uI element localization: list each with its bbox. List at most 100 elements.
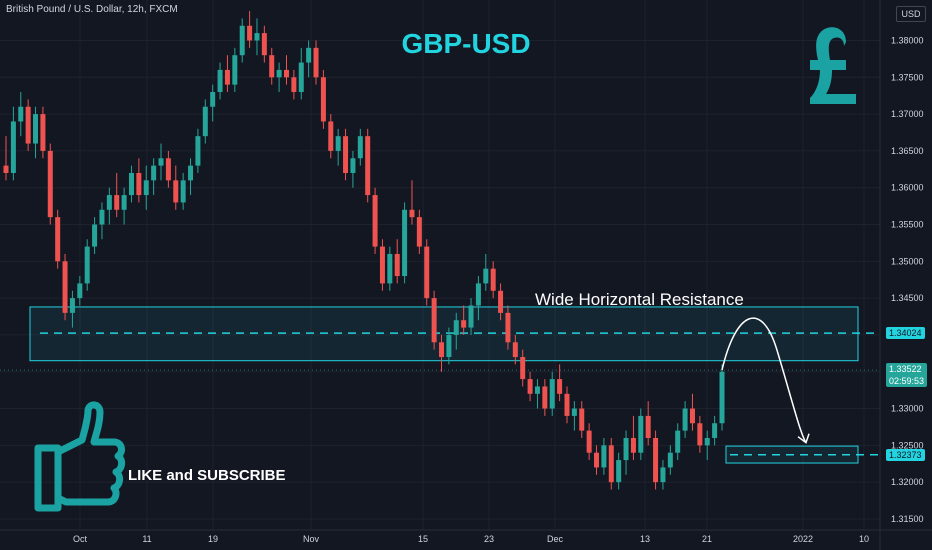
candle-body	[335, 136, 341, 151]
candle-body	[498, 290, 504, 313]
candle-body	[534, 386, 540, 394]
candle-body	[638, 415, 644, 453]
x-tick-label: 10	[859, 534, 869, 544]
candle-body	[276, 69, 282, 78]
candle-body	[306, 47, 312, 63]
candle-body	[84, 246, 90, 284]
candle-body	[69, 298, 75, 313]
candle-body	[283, 69, 289, 78]
y-tick-label: 1.35500	[891, 220, 924, 230]
current-price-value: 1.33522	[889, 364, 922, 375]
candle-body	[18, 106, 24, 122]
candle-body	[660, 467, 666, 483]
candle-body	[387, 253, 393, 284]
y-tick-label: 1.33000	[891, 404, 924, 414]
candle-body	[379, 246, 385, 284]
x-tick-label: 19	[208, 534, 218, 544]
candle-body	[99, 209, 105, 225]
annotation-zones	[0, 306, 880, 464]
candle-body	[10, 121, 16, 173]
y-tick-label: 1.36500	[891, 146, 924, 156]
resistance-label: Wide Horizontal Resistance	[535, 290, 744, 309]
candle-body	[653, 437, 659, 483]
x-tick-label: 15	[418, 534, 428, 544]
candle-body	[40, 114, 46, 151]
candle-body	[25, 106, 31, 144]
candle-body	[571, 408, 577, 416]
candle-body	[675, 430, 681, 453]
x-tick-label: Nov	[303, 534, 320, 544]
cta-text: LIKE and SUBSCRIBE	[128, 467, 286, 484]
candle-body	[165, 158, 171, 181]
candle-body	[446, 334, 452, 358]
candle-body	[402, 209, 408, 277]
candle-body	[490, 268, 496, 291]
candle-body	[357, 136, 363, 159]
candle-body	[158, 158, 164, 166]
y-tick-label: 1.38000	[891, 35, 924, 45]
candle-body	[114, 195, 120, 210]
y-tick-label: 1.34500	[891, 293, 924, 303]
candle-body	[416, 217, 422, 247]
candle-body	[92, 224, 98, 247]
candle-body	[180, 180, 186, 203]
thumbs-up-icon	[34, 401, 126, 512]
candle-body	[512, 342, 518, 358]
candle-body	[261, 33, 267, 56]
candle-body	[313, 47, 319, 78]
candle-body	[520, 357, 526, 380]
candle-body	[623, 437, 629, 461]
x-tick-label: 23	[484, 534, 494, 544]
y-tick-label: 1.32000	[891, 477, 924, 487]
candle-body	[195, 136, 201, 166]
countdown: 02:59:53	[889, 376, 925, 387]
x-tick-label: Oct	[73, 534, 88, 544]
candle-body	[47, 150, 53, 218]
candle-body	[645, 415, 651, 438]
candle-body	[143, 180, 149, 196]
candle-body	[579, 408, 585, 431]
headline: GBP-USD	[401, 28, 531, 59]
y-tick-label: 1.37000	[891, 109, 924, 119]
candle-body	[173, 180, 179, 203]
candle-body	[431, 298, 437, 343]
current-price-tag: 1.33522 02:59:53	[886, 363, 928, 388]
candle-body	[468, 305, 474, 328]
candle-body	[483, 268, 489, 284]
candle-body	[254, 33, 260, 41]
x-tick-label: 21	[702, 534, 712, 544]
candle-body	[608, 445, 614, 483]
candle-body	[232, 55, 238, 85]
candle-body	[121, 195, 127, 210]
candle-body	[616, 460, 622, 483]
currency-button[interactable]: USD	[896, 6, 926, 22]
pound-sign-icon	[810, 27, 856, 104]
candle-body	[712, 423, 718, 438]
candle-body	[667, 452, 673, 468]
candle-body	[320, 77, 326, 122]
x-tick-label: 2022	[793, 534, 813, 544]
candle-body	[586, 430, 592, 453]
candle-body	[202, 106, 208, 137]
candle-body	[424, 246, 430, 299]
candle-body	[719, 371, 725, 424]
candle-body	[630, 437, 636, 453]
candle-body	[704, 437, 710, 446]
candle-body	[239, 25, 245, 56]
candles	[3, 11, 725, 490]
symbol-title: British Pound / U.S. Dollar, 12h, FXCM	[6, 4, 178, 15]
candle-body	[291, 77, 297, 93]
x-tick-label: 13	[640, 534, 650, 544]
candle-body	[549, 379, 555, 409]
candle-body	[594, 452, 600, 468]
candle-body	[542, 386, 548, 409]
candle-body	[343, 136, 349, 173]
candle-body	[106, 195, 112, 210]
candle-body	[564, 393, 570, 416]
x-tick-label: 11	[142, 534, 151, 544]
x-tick-label: Dec	[547, 534, 564, 544]
candle-body	[409, 209, 415, 218]
